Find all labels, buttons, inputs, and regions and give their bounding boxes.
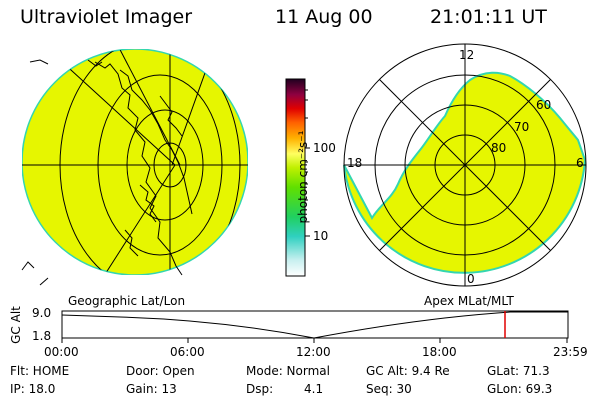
lat-label-80: 80 bbox=[491, 141, 507, 155]
mlt-label-18: 18 bbox=[347, 156, 363, 170]
gain-info: Gain: 13 bbox=[126, 382, 177, 396]
orbit-xtick-3: 18:00 bbox=[422, 345, 457, 359]
orbit-xtick-2: 12:00 bbox=[296, 345, 331, 359]
door-info: Door: Open bbox=[126, 364, 195, 378]
orbit-ytick-low: 1.8 bbox=[32, 329, 52, 343]
dsp-value: 4.1 bbox=[304, 382, 324, 396]
glon-info: GLon: 69.3 bbox=[487, 382, 553, 396]
mlt-label-0: 0 bbox=[467, 272, 475, 286]
ip-info: IP: 18.0 bbox=[10, 382, 56, 396]
colorbar bbox=[285, 78, 310, 277]
orbit-plot bbox=[61, 310, 569, 343]
colorbar-tick-10: 10 bbox=[313, 229, 329, 243]
app-title: Ultraviolet Imager bbox=[20, 6, 193, 28]
colorbar-tick-100: 100 bbox=[313, 141, 336, 155]
orbit-ytick-high: 9.0 bbox=[32, 306, 52, 320]
orbit-xtick-4: 23:59 bbox=[553, 345, 588, 359]
gc-alt-info: GC Alt: 9.4 Re bbox=[366, 364, 450, 378]
lat-lon-grid bbox=[22, 49, 248, 275]
mlt-label-12: 12 bbox=[459, 48, 475, 62]
seq-info: Seq: 30 bbox=[366, 382, 412, 396]
polar-plot bbox=[343, 43, 587, 287]
date-label: 11 Aug 00 bbox=[275, 6, 373, 28]
coastlines bbox=[21, 59, 193, 286]
dsp-label: Dsp: bbox=[246, 382, 274, 396]
orbit-xtick-1: 06:00 bbox=[170, 345, 205, 359]
flt-info: Flt: HOME bbox=[10, 364, 70, 378]
geographic-label: Geographic Lat/Lon bbox=[68, 294, 186, 308]
lat-label-70: 70 bbox=[514, 120, 530, 134]
apex-label: Apex MLat/MLT bbox=[424, 294, 514, 308]
time-label: 21:01:11 UT bbox=[430, 6, 547, 28]
mlt-label-6: 6 bbox=[576, 156, 584, 170]
orbit-xtick-0: 00:00 bbox=[44, 345, 79, 359]
glat-info: GLat: 71.3 bbox=[487, 364, 550, 378]
lat-label-60: 60 bbox=[536, 98, 552, 112]
mode-info: Mode: Normal bbox=[246, 364, 330, 378]
colorbar-unit-label: photon cm⁻²s⁻¹ bbox=[296, 130, 310, 224]
geographic-image bbox=[21, 49, 248, 286]
orbit-ylabel: GC Alt bbox=[9, 306, 23, 344]
